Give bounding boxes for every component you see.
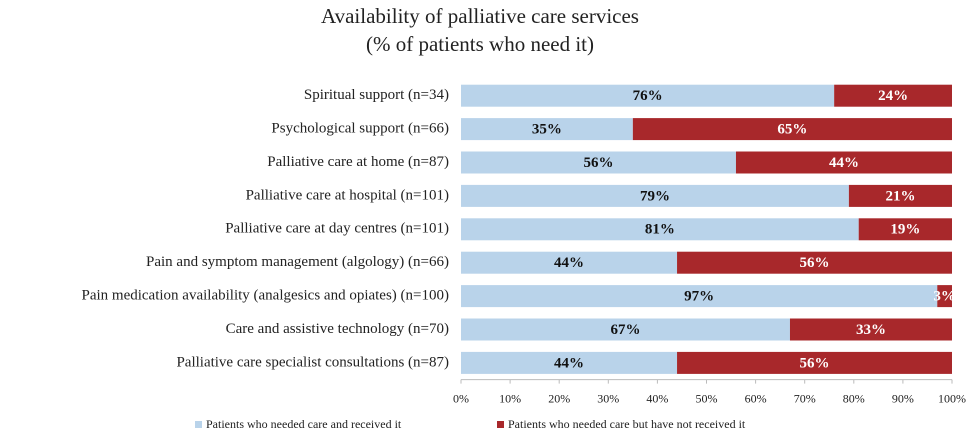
value-label: 3%	[933, 289, 956, 305]
bar-segment	[461, 318, 790, 341]
bar-segment	[461, 118, 633, 141]
value-label: 19%	[890, 222, 920, 238]
legend-label: Patients who needed care and received it	[206, 417, 402, 431]
x-tick-label: 20%	[548, 391, 570, 405]
chart-title: Availability of palliative care services	[321, 4, 639, 28]
bar-segment	[461, 184, 849, 207]
bar-segment	[834, 84, 952, 107]
legend-swatch	[497, 421, 504, 428]
bar-segment	[858, 218, 952, 241]
y-tick-label: Care and assistive technology (n=70)	[226, 321, 449, 337]
bar-segment	[937, 285, 952, 308]
y-tick-label: Psychological support (n=66)	[271, 121, 449, 137]
value-label: 44%	[829, 155, 859, 171]
x-tick-label: 50%	[696, 391, 718, 405]
y-tick-label: Palliative care at home (n=87)	[267, 154, 449, 170]
legend-swatch	[195, 421, 202, 428]
bar-segment	[789, 318, 952, 341]
y-tick-label: Palliative care at hospital (n=101)	[246, 187, 449, 203]
bar-segment	[461, 251, 678, 274]
value-label: 97%	[684, 289, 714, 305]
value-label: 24%	[878, 88, 908, 104]
x-tick-label: 80%	[843, 391, 865, 405]
x-tick-label: 70%	[794, 391, 816, 405]
x-tick-label: 100%	[938, 391, 966, 405]
x-tick-label: 60%	[745, 391, 767, 405]
value-label: 56%	[583, 155, 613, 171]
y-tick-label: Palliative care at day centres (n=101)	[225, 221, 449, 237]
x-tick-label: 90%	[892, 391, 914, 405]
value-label: 76%	[633, 88, 663, 104]
y-tick-label: Pain medication availability (analgesics…	[81, 288, 449, 304]
x-tick-label: 30%	[597, 391, 619, 405]
value-label: 21%	[885, 188, 915, 204]
chart-subtitle: (% of patients who need it)	[366, 32, 594, 56]
bar-segment	[735, 151, 952, 174]
value-label: 35%	[532, 122, 562, 138]
bar-segment	[461, 285, 938, 308]
bar-segment	[461, 84, 835, 107]
value-label: 33%	[856, 322, 886, 338]
value-label: 67%	[610, 322, 640, 338]
bar-segment	[461, 351, 678, 374]
bar-segment	[632, 118, 952, 141]
value-label: 79%	[640, 188, 670, 204]
value-label: 44%	[554, 255, 584, 271]
y-tick-label: Pain and symptom management (algology) (…	[146, 254, 449, 270]
bar-segment	[461, 218, 859, 241]
bar-segment	[677, 351, 952, 374]
bar-segment	[461, 151, 736, 174]
legend-label: Patients who needed care but have not re…	[508, 417, 746, 431]
x-tick-label: 0%	[453, 391, 469, 405]
bar-segment	[677, 251, 952, 274]
y-tick-label: Palliative care specialist consultations…	[176, 354, 449, 370]
value-label: 81%	[645, 222, 675, 238]
value-label: 65%	[777, 122, 807, 138]
x-tick-label: 10%	[499, 391, 521, 405]
x-tick-label: 40%	[646, 391, 668, 405]
value-label: 44%	[554, 355, 584, 371]
y-tick-label: Spiritual support (n=34)	[304, 87, 449, 103]
bar-segment	[848, 184, 952, 207]
value-label: 56%	[800, 255, 830, 271]
value-label: 56%	[800, 355, 830, 371]
